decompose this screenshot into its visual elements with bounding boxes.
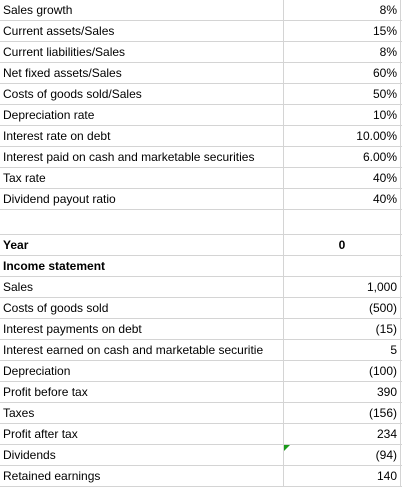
cell-label[interactable]: Interest earned on cash and marketable s… [0,340,284,361]
year-header-row[interactable]: Year 0 [0,235,402,256]
cell-value[interactable]: 40% [284,168,401,189]
assumption-row-current-assets[interactable]: Current assets/Sales 15% [0,21,402,42]
cell-value[interactable]: 15% [284,21,401,42]
cell-label[interactable]: Costs of goods sold [0,298,284,319]
assumption-row-tax-rate[interactable]: Tax rate 40% [0,168,402,189]
income-row-profit-after-tax[interactable]: Profit after tax 234 [0,424,402,445]
cell-label[interactable]: Dividends [0,445,284,466]
cell-value[interactable]: (500) [284,298,401,319]
cell-label[interactable]: Depreciation rate [0,105,284,126]
income-row-profit-before-tax[interactable]: Profit before tax 390 [0,382,402,403]
cell-label[interactable]: Interest paid on cash and marketable sec… [0,147,284,168]
comment-indicator-icon[interactable] [284,445,290,451]
cell-value[interactable]: 1,000 [284,277,401,298]
year-label[interactable]: Year [0,235,284,256]
cell-label[interactable]: Interest payments on debt [0,319,284,340]
cell-value[interactable]: 234 [284,424,401,445]
cell-label[interactable]: Profit after tax [0,424,284,445]
income-statement-title[interactable]: Income statement [0,256,284,277]
cell-label[interactable]: Depreciation [0,361,284,382]
cell-label[interactable]: Profit before tax [0,382,284,403]
cell-value[interactable]: 140 [284,466,401,487]
cell-value[interactable]: 8% [284,42,401,63]
income-row-retained-earnings[interactable]: Retained earnings 140 [0,466,402,487]
assumption-row-interest-cash[interactable]: Interest paid on cash and marketable sec… [0,147,402,168]
cell-label[interactable]: Interest rate on debt [0,126,284,147]
empty-row[interactable] [0,210,402,235]
cell-value[interactable]: 10.00% [284,126,401,147]
cell-label[interactable]: Costs of goods sold/Sales [0,84,284,105]
year-value[interactable]: 0 [284,235,401,256]
income-row-depreciation[interactable]: Depreciation (100) [0,361,402,382]
cell-label[interactable]: Sales [0,277,284,298]
cell-label[interactable]: Current liabilities/Sales [0,42,284,63]
cell-value[interactable]: (100) [284,361,401,382]
income-row-interest-earned[interactable]: Interest earned on cash and marketable s… [0,340,402,361]
cell-value[interactable]: 6.00% [284,147,401,168]
assumption-row-current-liabilities[interactable]: Current liabilities/Sales 8% [0,42,402,63]
cell-value[interactable]: 40% [284,189,401,210]
cell-value[interactable]: (15) [284,319,401,340]
cell-value[interactable]: (156) [284,403,401,424]
cell-label[interactable]: Current assets/Sales [0,21,284,42]
income-row-taxes[interactable]: Taxes (156) [0,403,402,424]
cell-value[interactable]: 5 [284,340,401,361]
cell-value[interactable]: 60% [284,63,401,84]
assumption-row-sales-growth[interactable]: Sales growth 8% [0,0,402,21]
cell-value[interactable]: 8% [284,0,401,21]
cell-value[interactable]: 50% [284,84,401,105]
income-row-interest-payments[interactable]: Interest payments on debt (15) [0,319,402,340]
assumption-row-interest-rate-debt[interactable]: Interest rate on debt 10.00% [0,126,402,147]
assumption-row-net-fixed-assets[interactable]: Net fixed assets/Sales 60% [0,63,402,84]
assumption-row-dividend-payout[interactable]: Dividend payout ratio 40% [0,189,402,210]
cell-label[interactable]: Tax rate [0,168,284,189]
income-row-dividends[interactable]: Dividends (94) [0,445,402,466]
income-statement-header-row[interactable]: Income statement [0,256,402,277]
cell-value[interactable]: 10% [284,105,401,126]
cell-label[interactable]: Net fixed assets/Sales [0,63,284,84]
cell-label[interactable]: Retained earnings [0,466,284,487]
cell-label[interactable]: Taxes [0,403,284,424]
cell-value[interactable]: 390 [284,382,401,403]
empty-cell[interactable] [284,256,401,277]
assumption-row-cogs[interactable]: Costs of goods sold/Sales 50% [0,84,402,105]
cell-value[interactable]: (94) [284,445,401,466]
assumption-row-depreciation-rate[interactable]: Depreciation rate 10% [0,105,402,126]
income-row-sales[interactable]: Sales 1,000 [0,277,402,298]
empty-cell[interactable] [0,210,284,234]
cell-label[interactable]: Dividend payout ratio [0,189,284,210]
empty-cell[interactable] [284,210,401,234]
income-row-cogs[interactable]: Costs of goods sold (500) [0,298,402,319]
cell-label[interactable]: Sales growth [0,0,284,21]
